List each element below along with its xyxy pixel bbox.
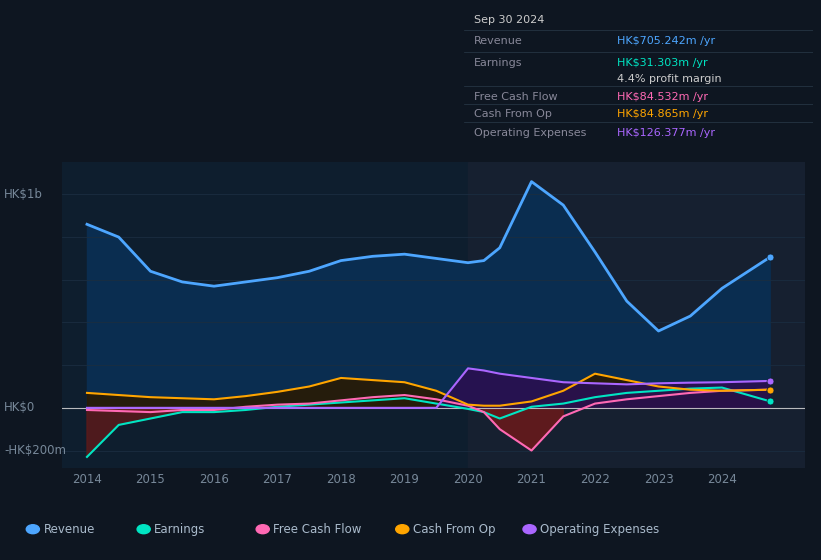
Text: Earnings: Earnings (154, 522, 206, 536)
Bar (468, 162, 817, 468)
Text: Earnings: Earnings (475, 58, 523, 68)
Text: -HK$200m: -HK$200m (4, 444, 67, 457)
Text: HK$31.303m /yr: HK$31.303m /yr (617, 58, 708, 68)
Text: Sep 30 2024: Sep 30 2024 (475, 15, 544, 25)
Text: HK$705.242m /yr: HK$705.242m /yr (617, 36, 716, 46)
Text: 4.4% profit margin: 4.4% profit margin (617, 74, 722, 84)
Text: Revenue: Revenue (44, 522, 95, 536)
Text: Free Cash Flow: Free Cash Flow (273, 522, 362, 536)
Text: HK$0: HK$0 (4, 402, 35, 414)
Text: Cash From Op: Cash From Op (475, 109, 553, 119)
Text: Operating Expenses: Operating Expenses (540, 522, 659, 536)
Text: Operating Expenses: Operating Expenses (475, 128, 587, 138)
Text: Revenue: Revenue (475, 36, 523, 46)
Text: HK$126.377m /yr: HK$126.377m /yr (617, 128, 715, 138)
Text: Free Cash Flow: Free Cash Flow (475, 92, 558, 101)
Text: Cash From Op: Cash From Op (413, 522, 495, 536)
Text: HK$84.532m /yr: HK$84.532m /yr (617, 92, 709, 101)
Text: HK$1b: HK$1b (4, 188, 43, 201)
Text: HK$84.865m /yr: HK$84.865m /yr (617, 109, 709, 119)
